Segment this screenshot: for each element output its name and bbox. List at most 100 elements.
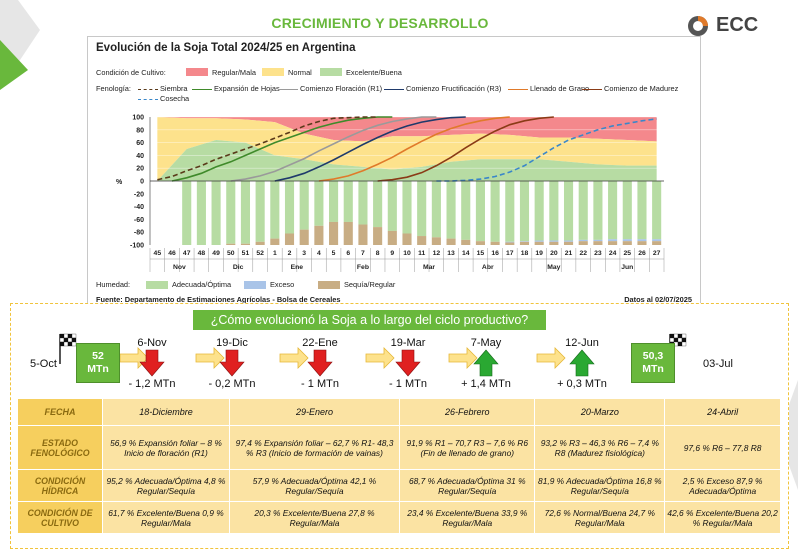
start-date: 5-Oct: [30, 358, 57, 370]
corner-decoration-left: [0, 0, 40, 90]
flag-square: [669, 337, 675, 343]
humidity-bar-sequia: [549, 241, 559, 245]
y-axis-label: %: [116, 179, 123, 186]
table-cell: 56,9 % Expansión foliar – 8 % Inicio de …: [102, 425, 230, 470]
humidity-bar-adecuada: [182, 181, 192, 245]
legend-label-adecuada: Adecuada/Óptima: [172, 280, 232, 289]
x-tick-week: 48: [198, 250, 206, 257]
humidity-bar-adecuada: [387, 181, 397, 231]
humidity-bar-adecuada: [578, 181, 588, 240]
humidity-bar-adecuada: [475, 181, 485, 242]
x-tick-week: 45: [154, 250, 162, 257]
humidity-bar-exceso: [608, 239, 618, 242]
humidity-bar-adecuada: [358, 181, 368, 225]
humidity-bar-adecuada: [563, 181, 574, 241]
humidity-bar-sequia: [519, 241, 530, 245]
flag-square: [681, 337, 687, 343]
end-production-box: 50,3 MTn: [631, 343, 675, 383]
humidity-bar-exceso: [505, 241, 515, 243]
humidity-bar-adecuada: [549, 181, 559, 241]
x-tick-week: 17: [506, 250, 514, 257]
flag-square: [673, 337, 679, 343]
table-cell: 2,5 % Exceso 87,9 % Adecuada/Óptima: [664, 469, 781, 502]
humidity-bar-sequia: [373, 227, 383, 245]
humidity-bar-exceso: [578, 239, 588, 242]
x-tick-week: 8: [376, 250, 380, 257]
logo-text: ECC: [716, 14, 759, 36]
table-row-estado: ESTADO FENOLÓGICO 56,9 % Expansión folia…: [17, 425, 781, 470]
legend-label-sequia: Sequía/Regular: [344, 280, 396, 289]
row-header-estado: ESTADO FENOLÓGICO: [17, 425, 103, 470]
connector-arrow-icon: [448, 347, 478, 369]
humidity-bar-exceso: [519, 241, 530, 242]
flag-square: [669, 333, 675, 339]
flag-square: [67, 337, 73, 343]
flag-square: [63, 341, 69, 347]
humidity-bar-exceso: [549, 240, 559, 242]
humidity-bar-sequia: [593, 241, 603, 245]
connector-arrow-icon: [195, 347, 225, 369]
event-change: - 1 MTn: [301, 378, 339, 390]
humidity-bar-sequia: [622, 241, 632, 245]
x-tick-week: 51: [242, 250, 250, 257]
x-tick-week: 14: [462, 250, 470, 257]
humidity-bar-sequia: [608, 241, 618, 245]
x-tick-week: 4: [317, 250, 321, 257]
flag-square: [71, 337, 77, 343]
x-tick-month: Jun: [621, 264, 633, 271]
legend-swatch-exceso: [244, 281, 266, 289]
humidity-bar-adecuada: [608, 181, 618, 240]
humidity-bar-adecuada: [534, 181, 544, 241]
ecc-logo: ECC: [686, 12, 786, 40]
humidity-bar-sequia: [578, 241, 588, 245]
event-date: 12-Jun: [565, 337, 599, 349]
humidity-bar-sequia: [299, 229, 309, 245]
legend-label-excelente-buena: Excelente/Buena: [346, 68, 402, 77]
humidity-bar-sequia: [431, 237, 441, 245]
x-tick-week: 3: [302, 250, 306, 257]
humidity-bar-sequia: [343, 221, 353, 245]
phenology-line-madurez: [377, 116, 554, 182]
condition-area-excelente-buena: [157, 140, 657, 181]
humidity-bar-exceso: [593, 239, 603, 242]
event-change: - 1,2 MTn: [128, 378, 176, 390]
y-tick-label: 100: [132, 115, 144, 122]
table-cell: 81,9 % Adecuada/Óptima 16,8 % Regular/Se…: [534, 469, 666, 502]
x-tick-week: 19: [535, 250, 543, 257]
table-row-cultivo: CONDICIÓN DE CULTIVO 61,7 % Excelente/Bu…: [17, 501, 781, 534]
x-tick-week: 9: [390, 250, 394, 257]
x-tick-week: 26: [638, 250, 646, 257]
humidity-bar-adecuada: [519, 181, 530, 242]
x-tick-week: 15: [477, 250, 485, 257]
event-date: 22-Ene: [302, 337, 338, 349]
decrease-arrow-icon: [219, 349, 245, 377]
x-tick-week: 16: [491, 250, 499, 257]
x-tick-week: 11: [418, 250, 425, 257]
humidity-bar-sequia: [475, 241, 485, 245]
end-production-value: 50,3: [642, 350, 664, 362]
humidity-bar-adecuada: [490, 181, 500, 242]
phenology-line-cosecha: [436, 118, 657, 182]
humidity-bar-adecuada: [343, 181, 353, 222]
x-tick-month: Nov: [173, 264, 186, 271]
humidity-bar-sequia: [314, 225, 324, 245]
humidity-bar-sequia: [563, 241, 574, 245]
table-cell: 93,2 % R3 – 46,3 % R6 – 7,4 % R8 (Madure…: [534, 425, 666, 470]
row-header-hidrica: CONDICIÓN HÍDRICA: [17, 469, 103, 502]
x-tick-week: 12: [433, 250, 441, 257]
phenology-table: FECHA 18-Diciembre 29-Enero 26-Febrero 2…: [17, 398, 781, 534]
humidity-bar-adecuada: [373, 181, 383, 228]
table-row-hidrica: CONDICIÓN HÍDRICA 95,2 % Adecuada/Óptima…: [17, 469, 781, 502]
flag-square: [71, 333, 77, 339]
humidity-bar-exceso: [622, 239, 632, 242]
humidity-bar-adecuada: [505, 181, 515, 242]
flag-square: [677, 341, 683, 347]
end-production-unit: MTn: [642, 363, 664, 375]
humidity-bar-adecuada: [652, 181, 662, 240]
humidity-bar-sequia: [284, 233, 295, 245]
humidity-bar-adecuada: [402, 181, 412, 234]
event-change: + 0,3 MTn: [557, 378, 607, 390]
humidity-bar-sequia: [387, 230, 397, 245]
event-change: + 1,4 MTn: [461, 378, 511, 390]
